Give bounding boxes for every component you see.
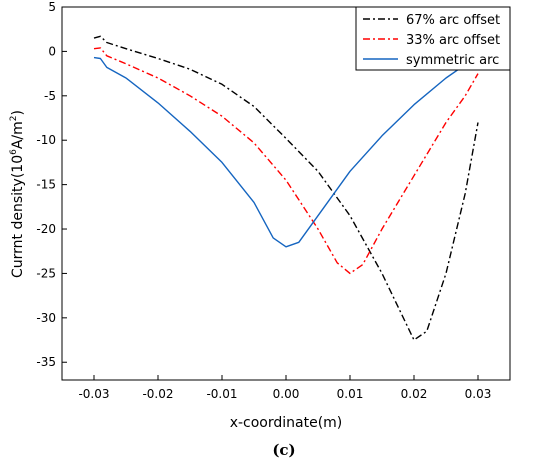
x-tick-label: 0.02 bbox=[401, 387, 428, 401]
y-tick-label: -30 bbox=[36, 311, 56, 325]
series-line-1 bbox=[93, 47, 479, 275]
legend-label-1: 33% arc offset bbox=[406, 33, 500, 48]
y-axis-title-exp1: 6 bbox=[9, 149, 19, 155]
legend-label-0: 67% arc offset bbox=[406, 13, 500, 28]
y-tick-label: -15 bbox=[36, 178, 56, 192]
y-tick-label: -20 bbox=[36, 222, 56, 236]
y-tick-label: -10 bbox=[36, 133, 56, 147]
y-axis-title-exp2: 2 bbox=[9, 115, 19, 121]
x-tick-label: -0.03 bbox=[78, 387, 109, 401]
x-tick-label: -0.01 bbox=[206, 387, 237, 401]
x-tick-label: -0.02 bbox=[142, 387, 173, 401]
x-axis-title: x-coordinate(m) bbox=[230, 415, 343, 431]
y-tick-label: -25 bbox=[36, 266, 56, 280]
series-layer bbox=[93, 35, 479, 341]
y-axis-ticks: 5 0 -5 -10 -15 -20 -25 -30 -35 bbox=[36, 0, 67, 369]
series-line-0 bbox=[93, 35, 479, 341]
y-tick-label: 0 bbox=[48, 44, 56, 58]
x-tick-label: 0.00 bbox=[273, 387, 300, 401]
y-tick-label: -35 bbox=[36, 355, 56, 369]
legend-label-2: symmetric arc bbox=[406, 53, 499, 68]
x-tick-label: 0.03 bbox=[465, 387, 492, 401]
series-line-2 bbox=[93, 46, 479, 248]
y-axis-title-main: Currnt density(10 bbox=[10, 155, 26, 278]
y-tick-label: -5 bbox=[44, 89, 56, 103]
y-axis-title-mid: A/m bbox=[10, 121, 26, 149]
y-tick-label: 5 bbox=[48, 0, 56, 14]
x-tick-label: 0.01 bbox=[337, 387, 364, 401]
y-axis-title: Currnt density(106A/m2) bbox=[9, 110, 26, 278]
legend: 67% arc offset 33% arc offset symmetric ar… bbox=[355, 6, 511, 71]
panel-label: (c) bbox=[272, 441, 295, 459]
x-axis-ticks: -0.03 -0.02 -0.01 0.00 0.01 0.02 0.03 bbox=[78, 375, 491, 401]
y-axis-title-end: ) bbox=[10, 110, 26, 115]
